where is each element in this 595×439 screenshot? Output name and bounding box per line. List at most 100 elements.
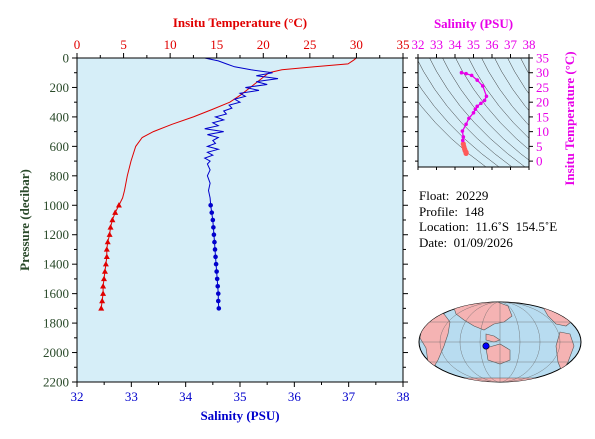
ts-x-label: Salinity (PSU) <box>434 16 513 31</box>
salinity-point <box>215 291 221 296</box>
temperature-point <box>101 275 108 282</box>
left-tick-label: 0 <box>63 51 70 66</box>
temperature-point <box>101 268 108 274</box>
salinity-point <box>213 261 219 267</box>
ts-point <box>469 73 474 78</box>
ts-point <box>460 129 465 133</box>
temperature-point <box>100 290 107 296</box>
temperature-point <box>103 246 110 252</box>
ts-y-tick-label: 20 <box>536 95 549 110</box>
ts-point <box>464 122 468 127</box>
salinity-point <box>214 276 220 282</box>
bottom-axis-label: Salinity (PSU) <box>200 408 279 423</box>
ts-y-tick-label: 25 <box>536 80 549 95</box>
left-tick-label: 1800 <box>43 316 69 331</box>
top-tick-label: 15 <box>210 37 223 52</box>
salinity-point <box>213 254 218 260</box>
map-graticule <box>419 302 581 382</box>
density-contour <box>418 101 487 167</box>
ts-point <box>460 138 465 143</box>
left-tick-label: 2000 <box>43 345 69 360</box>
ts-y-tick-label: 0 <box>536 154 543 169</box>
top-tick-label: 10 <box>164 37 177 52</box>
left-tick-label: 800 <box>50 168 70 183</box>
ts-x-tick-label: 38 <box>523 37 536 52</box>
temperature-point <box>115 202 122 208</box>
top-axis-label: Insitu Temperature (°C) <box>173 15 307 30</box>
plot-area <box>77 58 403 382</box>
density-contour <box>468 58 529 139</box>
float-location-marker <box>482 342 490 350</box>
density-contour <box>418 83 500 167</box>
salinity-point <box>214 269 219 274</box>
ts-point <box>475 78 480 82</box>
left-tick-label: 200 <box>50 80 70 95</box>
ts-point <box>460 141 466 147</box>
ts-x-tick-label: 33 <box>430 37 443 52</box>
salinity-point <box>208 202 213 208</box>
density-contour <box>418 60 513 167</box>
temperature-point <box>112 209 119 215</box>
density-contour <box>442 58 529 161</box>
ts-point <box>459 70 464 75</box>
density-contour <box>481 58 529 126</box>
ts-x-tick-label: 32 <box>412 37 425 52</box>
salinity-point <box>216 306 222 311</box>
ts-point <box>480 84 485 88</box>
salinity-line <box>203 57 279 309</box>
temperature-point <box>103 253 110 260</box>
ts-x-tick-label: 36 <box>486 37 500 52</box>
profile-number: Profile: 148 <box>419 203 484 219</box>
bottom-tick-label: 38 <box>397 389 410 404</box>
bottom-tick-label: 33 <box>125 389 138 404</box>
ts-y-tick-label: 15 <box>536 109 549 124</box>
salinity-point <box>211 232 217 238</box>
temperature-point <box>98 305 105 311</box>
left-tick-label: 2200 <box>43 375 69 390</box>
density-contour <box>455 58 529 151</box>
bottom-tick-label: 35 <box>234 389 247 404</box>
left-axis-label: Pressure (decibar) <box>17 169 32 271</box>
ts-y-tick-label: 30 <box>536 65 549 80</box>
top-tick-label: 0 <box>74 37 81 52</box>
bottom-tick-label: 37 <box>342 389 356 404</box>
world-map <box>418 301 582 383</box>
left-tick-label: 400 <box>50 109 70 124</box>
temperature-point <box>107 224 114 230</box>
top-tick-label: 30 <box>350 37 363 52</box>
ts-point <box>461 135 466 139</box>
float-id: Float: 20229 <box>419 188 489 203</box>
top-tick-label: 20 <box>257 37 270 52</box>
density-contour <box>429 58 526 167</box>
left-tick-label: 1200 <box>43 227 69 242</box>
top-tick-label: 5 <box>120 37 127 52</box>
left-tick-label: 1400 <box>43 257 69 272</box>
ts-point <box>484 94 489 99</box>
left-tick-label: 600 <box>50 139 70 154</box>
temperature-point <box>102 260 109 267</box>
salinity-point <box>210 217 216 223</box>
ts-x-tick-label: 35 <box>467 37 480 52</box>
top-tick-label: 35 <box>397 37 410 52</box>
salinity-point <box>211 225 216 230</box>
temperature-point <box>100 283 107 289</box>
ts-point <box>473 107 478 112</box>
ts-x-tick-label: 37 <box>504 37 518 52</box>
ts-y-label: Insitu Temperature (°C) <box>562 51 577 185</box>
date: Date: 01/09/2026 <box>419 234 513 250</box>
ts-point <box>467 116 471 121</box>
density-contour <box>494 58 529 112</box>
temperature-point <box>99 297 106 304</box>
left-tick-label: 1600 <box>43 286 69 301</box>
top-tick-label: 25 <box>303 37 316 52</box>
ts-y-tick-label: 35 <box>536 51 549 66</box>
salinity-point <box>209 210 215 215</box>
ts-point <box>479 101 483 106</box>
ts-point <box>475 104 480 109</box>
bottom-tick-label: 32 <box>71 389 84 404</box>
salinity-point <box>212 239 217 245</box>
ts-y-tick-label: 5 <box>536 139 543 154</box>
temperature-line <box>100 57 357 309</box>
